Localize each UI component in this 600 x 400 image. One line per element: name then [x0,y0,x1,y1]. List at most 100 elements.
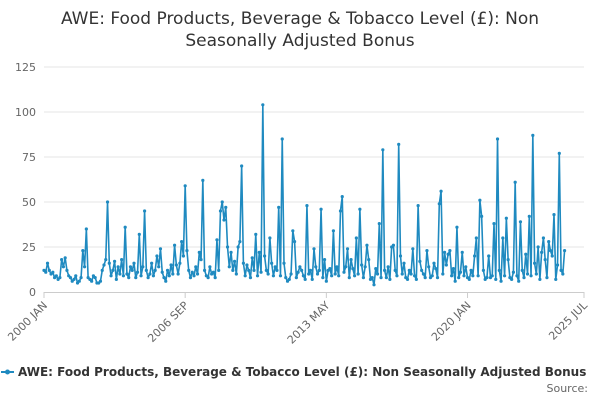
data-point[interactable] [264,268,268,272]
data-point[interactable] [536,245,540,249]
data-point[interactable] [367,258,371,262]
data-point[interactable] [374,267,378,271]
data-point[interactable] [77,279,81,283]
data-point[interactable] [125,272,129,276]
data-point[interactable] [405,277,410,281]
data-point[interactable] [487,254,491,258]
data-point[interactable] [347,276,351,280]
data-point[interactable] [164,279,168,283]
data-point[interactable] [506,258,510,262]
data-point[interactable] [541,236,546,240]
data-point[interactable] [464,265,468,269]
data-point[interactable] [377,222,381,226]
data-point[interactable] [158,247,163,251]
data-point[interactable] [501,236,505,240]
data-point[interactable] [375,272,380,276]
data-point[interactable] [402,261,406,265]
data-point[interactable] [81,249,85,253]
data-point[interactable] [400,272,404,276]
data-point[interactable] [511,270,516,274]
data-point[interactable] [416,204,420,208]
data-point[interactable] [550,254,554,258]
data-point[interactable] [104,258,108,262]
data-point[interactable] [174,263,178,267]
data-point[interactable] [254,232,258,236]
data-point[interactable] [361,276,366,280]
data-point[interactable] [476,274,480,278]
data-point[interactable] [162,276,166,280]
data-point[interactable] [139,274,143,278]
data-point[interactable] [432,261,436,265]
data-point[interactable] [280,137,284,141]
data-point[interactable] [363,265,367,269]
data-point[interactable] [287,277,291,281]
data-point[interactable] [227,265,231,269]
data-point[interactable] [513,180,517,184]
data-point[interactable] [84,227,88,231]
data-point[interactable] [356,272,360,276]
data-point[interactable] [444,263,448,267]
data-point[interactable] [492,222,496,226]
data-point[interactable] [93,276,97,280]
data-point[interactable] [90,279,94,283]
data-point[interactable] [202,268,207,272]
data-point[interactable] [388,277,392,281]
data-point[interactable] [365,243,369,247]
data-point[interactable] [395,274,399,278]
data-point[interactable] [247,268,251,272]
data-point[interactable] [437,202,441,206]
data-point[interactable] [155,254,159,258]
data-point[interactable] [208,265,212,269]
data-point[interactable] [524,252,528,256]
data-point[interactable] [215,238,219,242]
data-point[interactable] [157,265,161,269]
data-point[interactable] [135,270,140,274]
data-point[interactable] [181,254,186,258]
data-point[interactable] [292,240,297,244]
data-point[interactable] [102,263,106,267]
data-point[interactable] [342,270,346,274]
data-point[interactable] [555,263,560,267]
data-point[interactable] [467,277,471,281]
data-point[interactable] [331,229,336,233]
data-point[interactable] [224,205,228,209]
data-point[interactable] [51,270,55,274]
data-point[interactable] [289,272,293,276]
data-point[interactable] [469,268,473,272]
data-point[interactable] [317,268,321,272]
data-point[interactable] [457,276,461,280]
data-point[interactable] [545,276,549,280]
data-point[interactable] [120,258,124,262]
data-point[interactable] [515,274,519,278]
data-point[interactable] [337,274,341,278]
data-point[interactable] [358,207,362,211]
data-point[interactable] [236,245,240,249]
data-point[interactable] [151,274,156,278]
data-point[interactable] [114,277,118,281]
data-point[interactable] [557,151,561,155]
data-point[interactable] [128,265,133,269]
data-point[interactable] [180,240,184,244]
data-point[interactable] [391,243,396,247]
data-point[interactable] [351,267,355,271]
data-point[interactable] [183,184,187,188]
data-point[interactable] [453,279,457,283]
data-point[interactable] [60,258,64,262]
data-point[interactable] [308,268,313,272]
data-point[interactable] [238,240,242,244]
data-point[interactable] [527,214,531,218]
data-point[interactable] [412,274,417,278]
data-point[interactable] [561,272,565,276]
data-point[interactable] [240,164,244,168]
data-point[interactable] [529,274,533,278]
data-point[interactable] [142,209,147,213]
data-point[interactable] [462,274,466,278]
data-point[interactable] [430,274,434,278]
data-point[interactable] [300,268,304,272]
data-point[interactable] [211,270,216,274]
data-point[interactable] [278,274,283,278]
data-point[interactable] [559,268,563,272]
data-point[interactable] [478,198,482,202]
data-point[interactable] [379,276,383,280]
data-point[interactable] [72,277,76,281]
